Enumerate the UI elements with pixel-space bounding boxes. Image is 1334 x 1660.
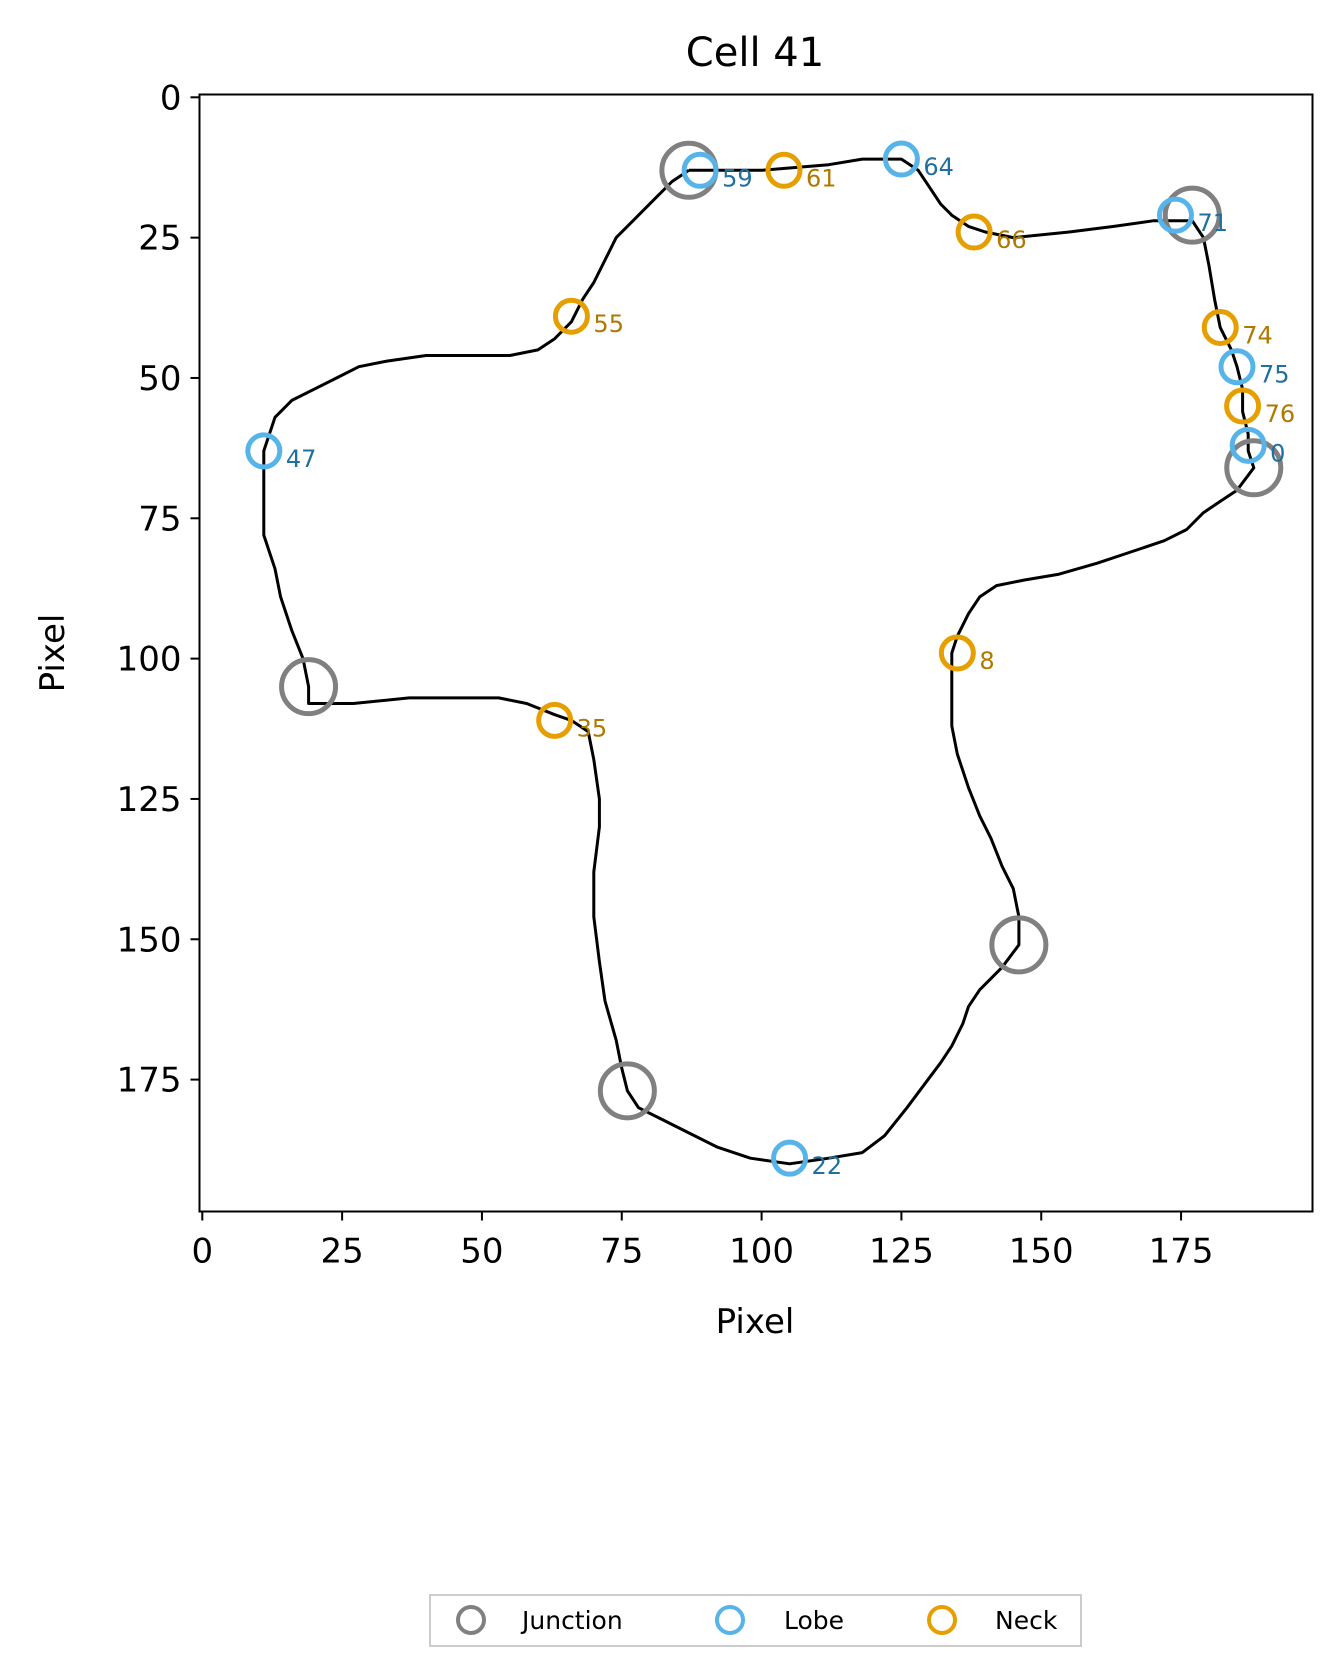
y-tick-label: 150 — [117, 920, 182, 960]
plot-frame — [198, 93, 1314, 1213]
lobe-point-label: 22 — [812, 1152, 843, 1180]
junction-point — [1224, 438, 1284, 498]
junction-point — [989, 915, 1049, 975]
chart-title: Cell 41 — [686, 30, 824, 76]
x-tick-label: 125 — [869, 1232, 934, 1272]
legend-label-junction: Junction — [520, 1606, 623, 1635]
neck-point-label: 61 — [806, 164, 837, 192]
x-tick-label: 100 — [729, 1232, 794, 1272]
neck-point — [536, 701, 574, 739]
x-tick-label: 0 — [191, 1232, 213, 1272]
legend-marker-junction — [456, 1605, 486, 1635]
legend-marker-neck — [927, 1605, 957, 1635]
junction-point — [279, 657, 339, 717]
legend-box — [429, 1594, 1082, 1647]
neck-point — [552, 297, 590, 335]
lobe-point-label: 75 — [1259, 361, 1290, 389]
lobe-point — [882, 140, 920, 178]
lobe-point-label: 59 — [722, 164, 753, 192]
lobe-point — [1229, 426, 1267, 464]
y-tick-label: 125 — [117, 780, 182, 820]
lobe-point-label: 64 — [923, 153, 954, 181]
cell-contour — [262, 157, 1256, 1166]
x-tick-label: 75 — [600, 1232, 643, 1272]
neck-point — [765, 151, 803, 189]
x-tick-label: 50 — [460, 1232, 503, 1272]
y-tick-label: 0 — [160, 78, 182, 118]
legend-label-neck: Neck — [995, 1606, 1058, 1635]
neck-point-label: 8 — [979, 647, 994, 675]
neck-point-label: 74 — [1242, 321, 1273, 349]
junction-point — [597, 1061, 657, 1121]
neck-point — [1224, 387, 1262, 425]
neck-point-label: 35 — [577, 714, 608, 742]
x-axis-title: Pixel — [716, 1302, 795, 1342]
lobe-point-label: 71 — [1197, 209, 1228, 237]
lobe-point-label: 0 — [1270, 439, 1285, 467]
x-tick-label: 175 — [1149, 1232, 1214, 1272]
lobe-point — [245, 432, 283, 470]
lobe-point — [681, 151, 719, 189]
y-tick-label: 175 — [117, 1061, 182, 1101]
x-tick-label: 25 — [320, 1232, 363, 1272]
lobe-point — [771, 1139, 809, 1177]
lobe-point — [1156, 196, 1194, 234]
plot-area: 59 64 71 75 0 47 22 61 66 55 74 76 8 35 — [245, 140, 1296, 1180]
y-tick-label: 50 — [138, 359, 181, 399]
legend-marker-lobe — [715, 1605, 745, 1635]
x-axis: 0 25 50 75 100 125 150 175 — [191, 1211, 1214, 1272]
y-tick-label: 100 — [117, 640, 182, 680]
y-tick-label: 25 — [138, 219, 181, 259]
neck-point-label: 66 — [996, 226, 1027, 254]
neck-point-label: 76 — [1265, 400, 1296, 428]
y-axis-title: Pixel — [33, 614, 73, 693]
lobe-point — [1218, 348, 1256, 386]
junction-point — [1162, 185, 1222, 245]
legend: Junction Lobe Neck — [429, 1594, 1082, 1647]
neck-point — [955, 213, 993, 251]
neck-point-label: 55 — [593, 310, 624, 338]
lobe-point-label: 47 — [286, 445, 317, 473]
y-tick-label: 75 — [138, 499, 181, 539]
legend-label-lobe: Lobe — [784, 1606, 844, 1635]
neck-point — [938, 634, 976, 672]
neck-point — [1201, 308, 1239, 346]
x-tick-label: 150 — [1009, 1232, 1074, 1272]
y-axis: 0 25 50 75 100 125 150 175 — [117, 78, 200, 1101]
